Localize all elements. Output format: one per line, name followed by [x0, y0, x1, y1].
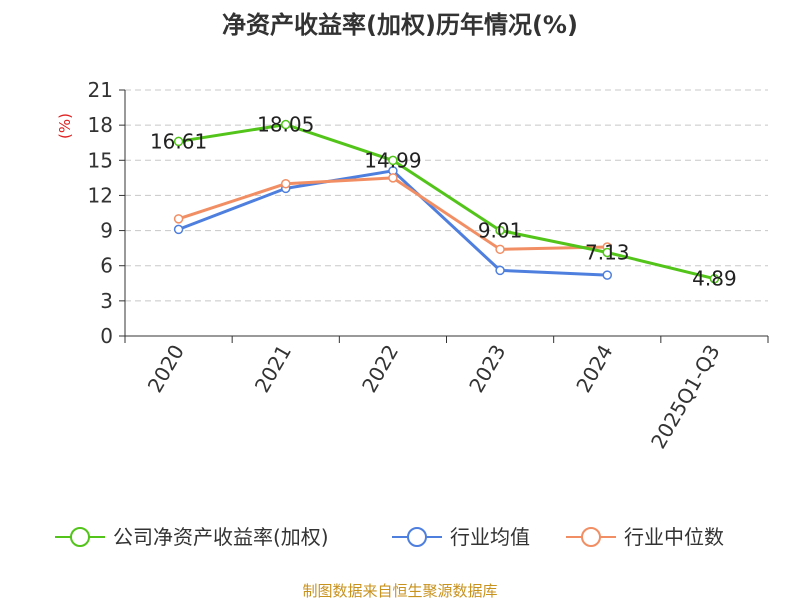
- x-tick-label: 2025Q1-Q3: [646, 341, 725, 453]
- y-tick-label: 9: [100, 219, 113, 243]
- data-point: [602, 247, 612, 258]
- data-point: [173, 214, 184, 224]
- source-note: 制图数据来自恒生聚源数据库: [302, 582, 497, 600]
- data-point: [388, 155, 398, 166]
- legend-swatch-marker: [70, 527, 90, 547]
- data-labels: 16.61 18.05 14.99 9.01 7.13 4.89: [150, 113, 737, 291]
- y-tick-label: 18: [88, 113, 113, 137]
- x-tick-label: 2021: [250, 341, 296, 397]
- data-point: [173, 136, 184, 147]
- y-tick-label: 12: [88, 183, 113, 207]
- x-tick-label: 2020: [143, 341, 189, 397]
- data-label: 14.99: [364, 148, 421, 172]
- data-label: 4.89: [692, 267, 737, 291]
- data-label: 7.13: [585, 240, 630, 264]
- legend-swatch-marker: [581, 527, 601, 547]
- x-tick-label: 2023: [464, 341, 510, 397]
- legend-label: 公司净资产收益率(加权): [113, 525, 329, 549]
- data-point: [173, 224, 184, 235]
- data-point: [709, 273, 720, 284]
- legend-swatch-marker: [407, 527, 427, 547]
- series-line: [178, 169, 608, 277]
- legend: 公司净资产收益率(加权) 行业均值 行业中位数: [55, 525, 724, 549]
- data-point: [495, 244, 505, 255]
- series-lines: [173, 119, 720, 284]
- data-point: [281, 119, 291, 130]
- y-axis-label: (%): [56, 113, 74, 139]
- x-tick-label: 2022: [357, 341, 403, 397]
- data-label: 18.05: [257, 113, 314, 137]
- data-point: [281, 178, 291, 189]
- x-tick-label: 2024: [571, 341, 617, 397]
- data-point: [602, 270, 612, 280]
- legend-label: 行业中位数: [624, 525, 724, 549]
- data-label: 16.61: [150, 129, 207, 153]
- series-line: [178, 123, 715, 281]
- data-point: [495, 265, 505, 276]
- y-tick-label: 3: [100, 289, 113, 313]
- y-tick-label: 0: [100, 324, 113, 348]
- y-tick-label: 6: [100, 254, 113, 278]
- data-label: 9.01: [478, 218, 523, 242]
- legend-label: 行业均值: [450, 525, 530, 549]
- chart-title: 净资产收益率(加权)历年情况(%): [222, 11, 578, 39]
- y-tick-label: 15: [88, 148, 113, 172]
- y-tick-label: 21: [88, 78, 113, 102]
- data-point: [495, 225, 505, 236]
- data-point: [388, 173, 398, 183]
